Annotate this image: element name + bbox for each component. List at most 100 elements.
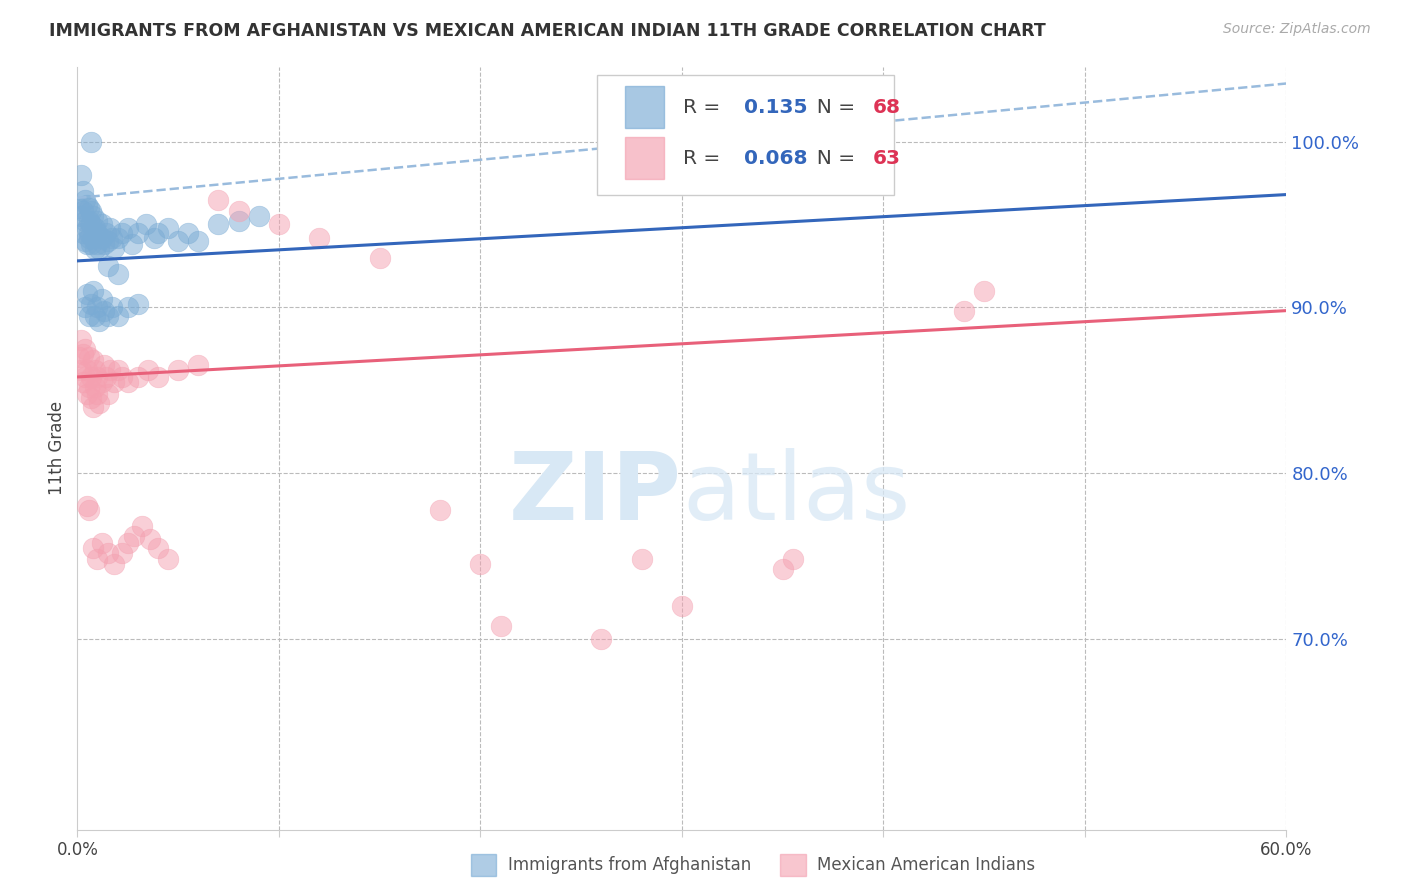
- Point: [86, 301, 108, 315]
- Point: [84, 242, 107, 256]
- Point: [228, 214, 250, 228]
- Point: [82, 230, 104, 244]
- Point: [127, 370, 149, 384]
- Point: [228, 204, 250, 219]
- Point: [80, 297, 103, 311]
- Point: [470, 558, 492, 572]
- Text: 63: 63: [873, 149, 901, 168]
- Point: [96, 309, 118, 323]
- Point: [76, 500, 98, 514]
- Point: [72, 347, 94, 361]
- Point: [96, 386, 118, 401]
- Point: [146, 541, 169, 555]
- Point: [96, 259, 118, 273]
- Point: [75, 342, 97, 356]
- Point: [127, 297, 149, 311]
- Point: [76, 237, 98, 252]
- Point: [84, 363, 107, 377]
- Point: [117, 301, 139, 315]
- Point: [111, 546, 134, 560]
- Point: [70, 334, 93, 348]
- Point: [207, 218, 229, 232]
- Point: [86, 214, 108, 228]
- Point: [70, 168, 93, 182]
- Point: [89, 396, 111, 410]
- Point: [146, 226, 169, 240]
- Point: [127, 226, 149, 240]
- Point: [591, 632, 613, 646]
- Point: [207, 193, 229, 207]
- Point: [177, 226, 200, 240]
- Point: [80, 370, 103, 384]
- Text: R =: R =: [683, 98, 727, 117]
- Point: [782, 552, 804, 566]
- Point: [72, 375, 94, 389]
- Point: [671, 599, 693, 613]
- Text: R =: R =: [683, 149, 727, 168]
- Point: [79, 350, 101, 364]
- Point: [90, 230, 112, 244]
- FancyBboxPatch shape: [626, 137, 664, 179]
- Point: [772, 562, 794, 576]
- Point: [247, 209, 270, 223]
- Point: [80, 204, 103, 219]
- Point: [82, 400, 104, 414]
- Point: [89, 242, 111, 256]
- Point: [86, 552, 108, 566]
- FancyBboxPatch shape: [626, 87, 664, 128]
- Point: [122, 529, 145, 543]
- Point: [79, 230, 101, 244]
- Text: ZIP: ZIP: [509, 448, 682, 540]
- Point: [80, 392, 103, 406]
- Point: [187, 359, 209, 373]
- Point: [146, 370, 169, 384]
- Point: [139, 533, 162, 547]
- Point: [368, 251, 391, 265]
- Point: [973, 284, 995, 298]
- Point: [79, 226, 101, 240]
- Point: [117, 375, 139, 389]
- Point: [630, 552, 652, 566]
- Point: [76, 363, 98, 377]
- Point: [489, 618, 512, 632]
- Point: [79, 380, 101, 394]
- Point: [82, 284, 104, 298]
- Point: [86, 386, 108, 401]
- Point: [79, 502, 101, 516]
- Point: [267, 218, 290, 232]
- Point: [84, 380, 107, 394]
- Y-axis label: 11th Grade: 11th Grade: [48, 401, 66, 495]
- Point: [67, 350, 90, 364]
- Point: [107, 267, 129, 281]
- Text: atlas: atlas: [682, 448, 910, 540]
- Point: [72, 226, 94, 240]
- Point: [76, 197, 98, 211]
- Point: [75, 193, 97, 207]
- Text: 0.135: 0.135: [744, 98, 807, 117]
- Point: [98, 220, 121, 235]
- Point: [90, 535, 112, 549]
- Point: [308, 230, 330, 244]
- Point: [86, 237, 108, 252]
- Point: [131, 519, 153, 533]
- Point: [76, 287, 98, 301]
- Point: [72, 204, 94, 219]
- Point: [84, 309, 107, 323]
- Text: N =: N =: [804, 149, 862, 168]
- Point: [70, 363, 93, 377]
- Text: Source: ZipAtlas.com: Source: ZipAtlas.com: [1223, 22, 1371, 37]
- Point: [70, 209, 93, 223]
- Point: [135, 218, 157, 232]
- Point: [89, 313, 111, 327]
- Point: [94, 370, 117, 384]
- Point: [117, 535, 139, 549]
- Point: [79, 309, 101, 323]
- Text: IMMIGRANTS FROM AFGHANISTAN VS MEXICAN AMERICAN INDIAN 11TH GRADE CORRELATION CH: IMMIGRANTS FROM AFGHANISTAN VS MEXICAN A…: [49, 22, 1046, 40]
- Point: [96, 234, 118, 248]
- Point: [90, 375, 112, 389]
- Point: [167, 363, 190, 377]
- Point: [103, 558, 125, 572]
- Point: [72, 184, 94, 198]
- Point: [93, 359, 115, 373]
- Point: [953, 303, 976, 318]
